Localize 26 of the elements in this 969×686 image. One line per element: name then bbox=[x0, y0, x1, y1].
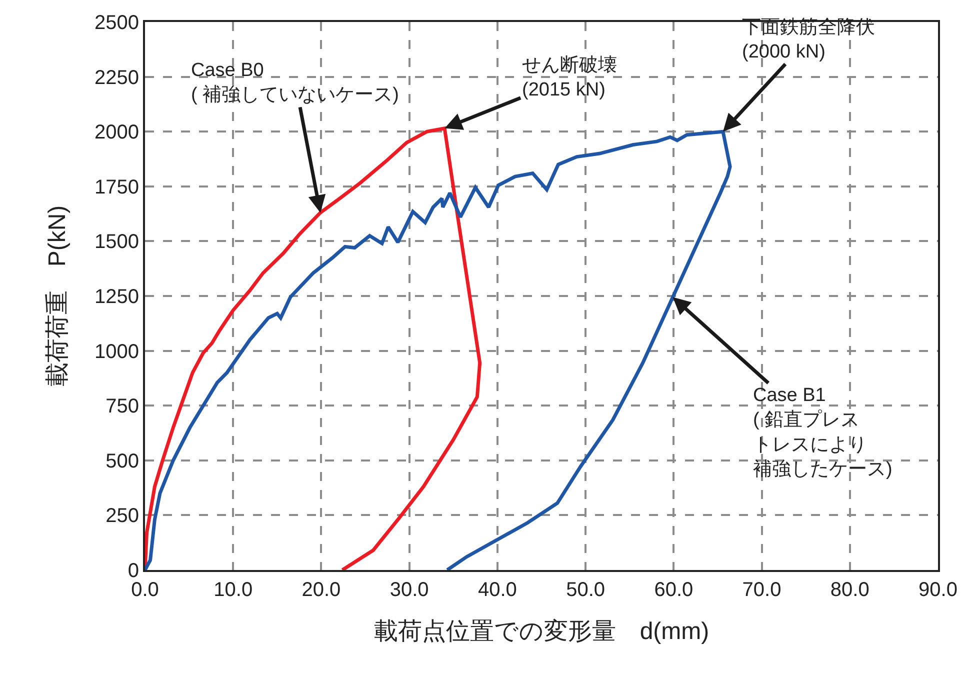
x-tick-label: 40.0 bbox=[478, 579, 517, 601]
x-tick-label: 10.0 bbox=[214, 579, 253, 601]
y-tick-label: 2000 bbox=[94, 122, 139, 144]
annotation: Case B1 ( 鉛直プレストレスにより補強したケース) bbox=[753, 385, 892, 480]
annotation: Case B0 ( 補強していないケース) bbox=[191, 60, 399, 106]
y-tick-label: 1000 bbox=[94, 340, 139, 363]
y-tick-label: 750 bbox=[106, 396, 139, 418]
y-tick-label: 1500 bbox=[94, 231, 139, 254]
annotation: せん断破壊 (2015 kN) bbox=[522, 55, 617, 101]
y-tick-label: 2500 bbox=[94, 12, 139, 34]
x-tick-label: 80.0 bbox=[830, 579, 870, 601]
y-tick-label: 500 bbox=[106, 450, 139, 472]
x-tick-label: 70.0 bbox=[742, 579, 782, 601]
y-axis-title: 載荷荷重 P(kN) bbox=[44, 205, 72, 387]
y-tick-label: 0 bbox=[128, 560, 139, 582]
x-tick-label: 20.0 bbox=[302, 579, 341, 601]
y-tick-label: 1250 bbox=[94, 286, 139, 308]
y-tick-label: 250 bbox=[106, 505, 139, 528]
y-tick-label: 1750 bbox=[94, 176, 139, 198]
x-axis-title: 載荷点位置での変形量 d(mm) bbox=[374, 618, 710, 645]
x-tick-label: 50.0 bbox=[566, 579, 606, 601]
x-tick-label: 90.0 bbox=[918, 579, 958, 601]
x-tick-label: 60.0 bbox=[654, 579, 694, 601]
x-tick-label: 0.0 bbox=[131, 579, 159, 601]
x-tick-label: 30.0 bbox=[390, 579, 429, 601]
y-tick-label: 2250 bbox=[94, 66, 139, 89]
